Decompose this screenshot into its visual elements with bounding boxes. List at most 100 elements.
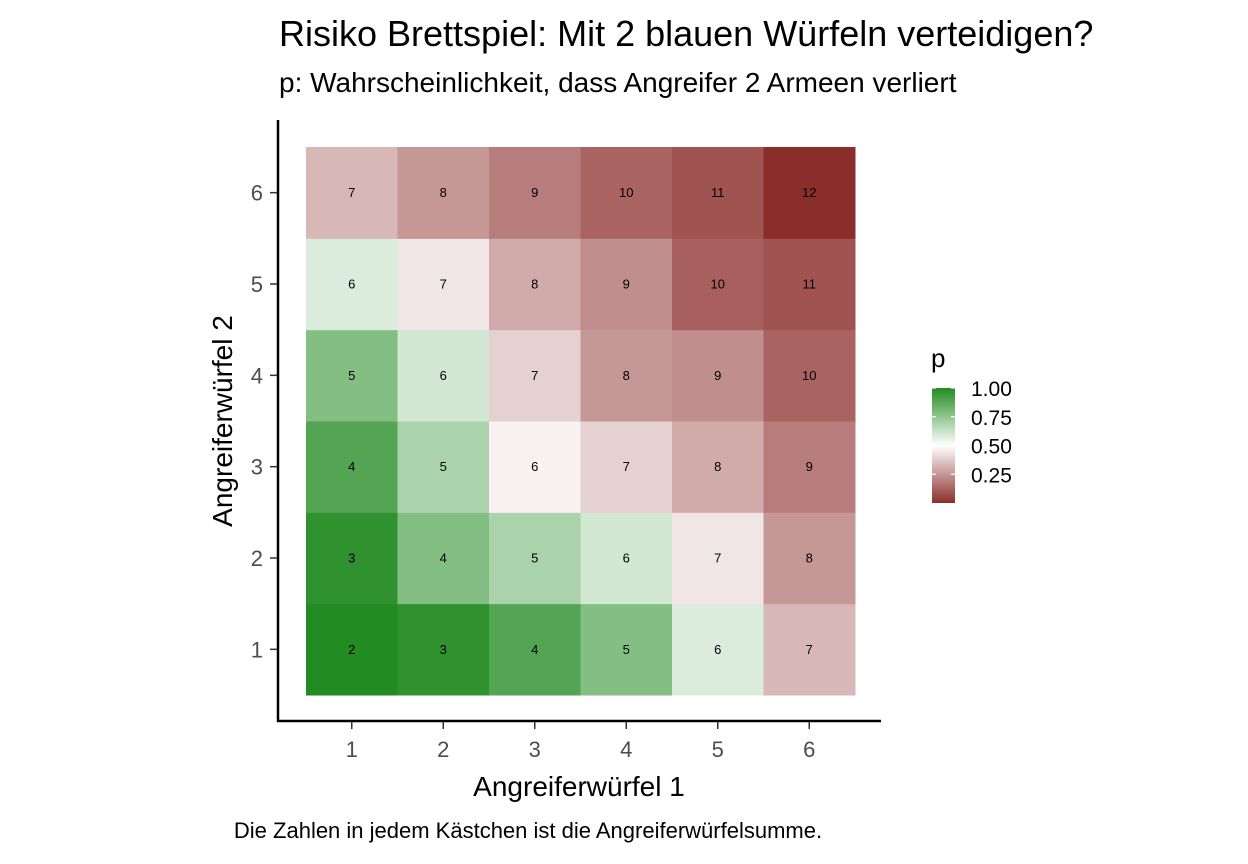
- heatmap-cell: [580, 512, 673, 605]
- x-tick-label: 2: [437, 737, 449, 762]
- cell-value-label: 4: [531, 642, 538, 657]
- axes: [276, 120, 881, 723]
- cell-value-label: 8: [806, 551, 813, 566]
- cell-value-label: 4: [348, 459, 355, 474]
- cell-value-label: 7: [806, 642, 813, 657]
- legend-break-label: 0.25: [971, 464, 1012, 487]
- heatmap-cell: [489, 329, 581, 422]
- heatmap-cell: [672, 147, 764, 239]
- cell-value-label: 3: [348, 551, 355, 566]
- heatmap-cell: [397, 238, 490, 331]
- y-tick-label: 2: [251, 546, 263, 571]
- y-axis-title: Angreiferwürfel 2: [207, 315, 238, 527]
- cell-value-label: 10: [802, 368, 816, 383]
- chart-caption: Die Zahlen in jedem Kästchen ist die Ang…: [233, 818, 823, 843]
- x-axis-title: Angreiferwürfel 1: [473, 771, 685, 802]
- cell-value-label: 6: [623, 551, 630, 566]
- heatmap-cell: [580, 147, 673, 239]
- cell-value-label: 7: [440, 277, 447, 292]
- cell-value-label: 11: [711, 185, 725, 200]
- heatmap-cell: [672, 512, 764, 605]
- cell-value-label: 4: [440, 551, 447, 566]
- heatmap-cell: [397, 421, 490, 513]
- cell-value-label: 10: [711, 277, 725, 292]
- cell-value-label: 5: [531, 551, 538, 566]
- heatmap-cell: [306, 512, 398, 605]
- cell-value-label: 9: [714, 368, 721, 383]
- cell-value-label: 8: [531, 277, 538, 292]
- chart-subtitle: p: Wahrscheinlichkeit, dass Angreifer 2 …: [279, 67, 957, 98]
- y-tick-label: 3: [251, 455, 263, 480]
- cell-value-label: 2: [348, 642, 355, 657]
- heatmap-cell: [672, 603, 764, 696]
- heatmap-cell: [580, 603, 673, 696]
- heatmap-cells: 2 3 4 5 6 7 3 4 5 6 7 8 4 5 6 7 8 9 5 6 7 8 9 10 6 7 8 9 10 11 7 8 9 10 11…: [306, 147, 856, 696]
- x-tick-label: 6: [803, 737, 815, 762]
- cell-value-label: 9: [806, 459, 813, 474]
- heatmap-cell: [397, 512, 490, 605]
- y-tick-label: 5: [251, 272, 263, 297]
- legend-breaks: 1.00 0.75 0.50 0.25: [932, 378, 1012, 487]
- heatmap-cell: [397, 147, 490, 239]
- y-tick-label: 6: [251, 181, 263, 206]
- heatmap-cell: [580, 329, 673, 422]
- cell-value-label: 12: [802, 185, 816, 200]
- cell-value-label: 6: [714, 642, 721, 657]
- cell-value-label: 8: [623, 368, 630, 383]
- legend-title: p: [931, 343, 945, 373]
- cell-value-label: 11: [803, 277, 817, 292]
- x-axis-ticks: 1 2 3 4 5 6: [346, 722, 815, 762]
- cell-value-label: 3: [440, 642, 447, 657]
- heatmap-cell: [397, 329, 490, 422]
- cell-value-label: 5: [440, 459, 447, 474]
- y-tick-label: 1: [251, 637, 263, 662]
- heatmap-cell: [306, 147, 398, 239]
- heatmap-cell: [306, 238, 398, 331]
- cell-value-label: 8: [440, 185, 447, 200]
- cell-value-label: 7: [531, 368, 538, 383]
- cell-value-label: 8: [714, 459, 721, 474]
- cell-value-label: 6: [440, 368, 447, 383]
- cell-value-label: 7: [714, 551, 721, 566]
- color-legend: p 1.00 0.75 0.50 0.25: [931, 343, 1012, 503]
- cell-value-label: 6: [531, 459, 538, 474]
- cell-value-label: 6: [348, 277, 355, 292]
- heatmap-cell: [489, 238, 581, 331]
- heatmap-cell: [763, 329, 856, 422]
- heatmap-cell: [672, 238, 764, 331]
- heatmap-cell: [580, 421, 673, 513]
- heatmap-cell: [763, 512, 856, 605]
- heatmap-cell: [763, 238, 856, 331]
- cell-value-label: 7: [623, 459, 630, 474]
- heatmap-cell: [580, 238, 673, 331]
- heatmap-cell: [306, 421, 398, 513]
- heatmap-cell: [489, 147, 581, 239]
- chart-title: Risiko Brettspiel: Mit 2 blauen Würfeln …: [279, 13, 1094, 54]
- cell-value-label: 5: [348, 368, 355, 383]
- heatmap-cell: [489, 512, 581, 605]
- x-tick-label: 5: [712, 737, 724, 762]
- heatmap-cell: [306, 603, 398, 696]
- legend-break-label: 0.75: [971, 407, 1012, 430]
- heatmap-cell: [763, 603, 856, 696]
- heatmap-cell: [306, 329, 398, 422]
- cell-value-label: 9: [531, 185, 538, 200]
- legend-break-label: 1.00: [971, 378, 1012, 401]
- legend-color-bar: [932, 388, 955, 503]
- cell-value-label: 7: [348, 185, 355, 200]
- x-tick-label: 1: [346, 737, 358, 762]
- x-tick-label: 4: [620, 737, 632, 762]
- cell-value-label: 9: [623, 277, 630, 292]
- y-axis-ticks: 1 2 3 4 5 6: [251, 181, 277, 662]
- cell-value-label: 5: [623, 642, 630, 657]
- heatmap-cell: [672, 421, 764, 513]
- heatmap-cell: [672, 329, 764, 422]
- x-tick-label: 3: [529, 737, 541, 762]
- heatmap-cell: [397, 603, 490, 696]
- heatmap-cell: [763, 147, 856, 239]
- heatmap-cell: [489, 603, 581, 696]
- legend-break-label: 0.50: [971, 436, 1012, 459]
- heatmap-cell: [489, 421, 581, 513]
- heatmap-cell: [763, 421, 856, 513]
